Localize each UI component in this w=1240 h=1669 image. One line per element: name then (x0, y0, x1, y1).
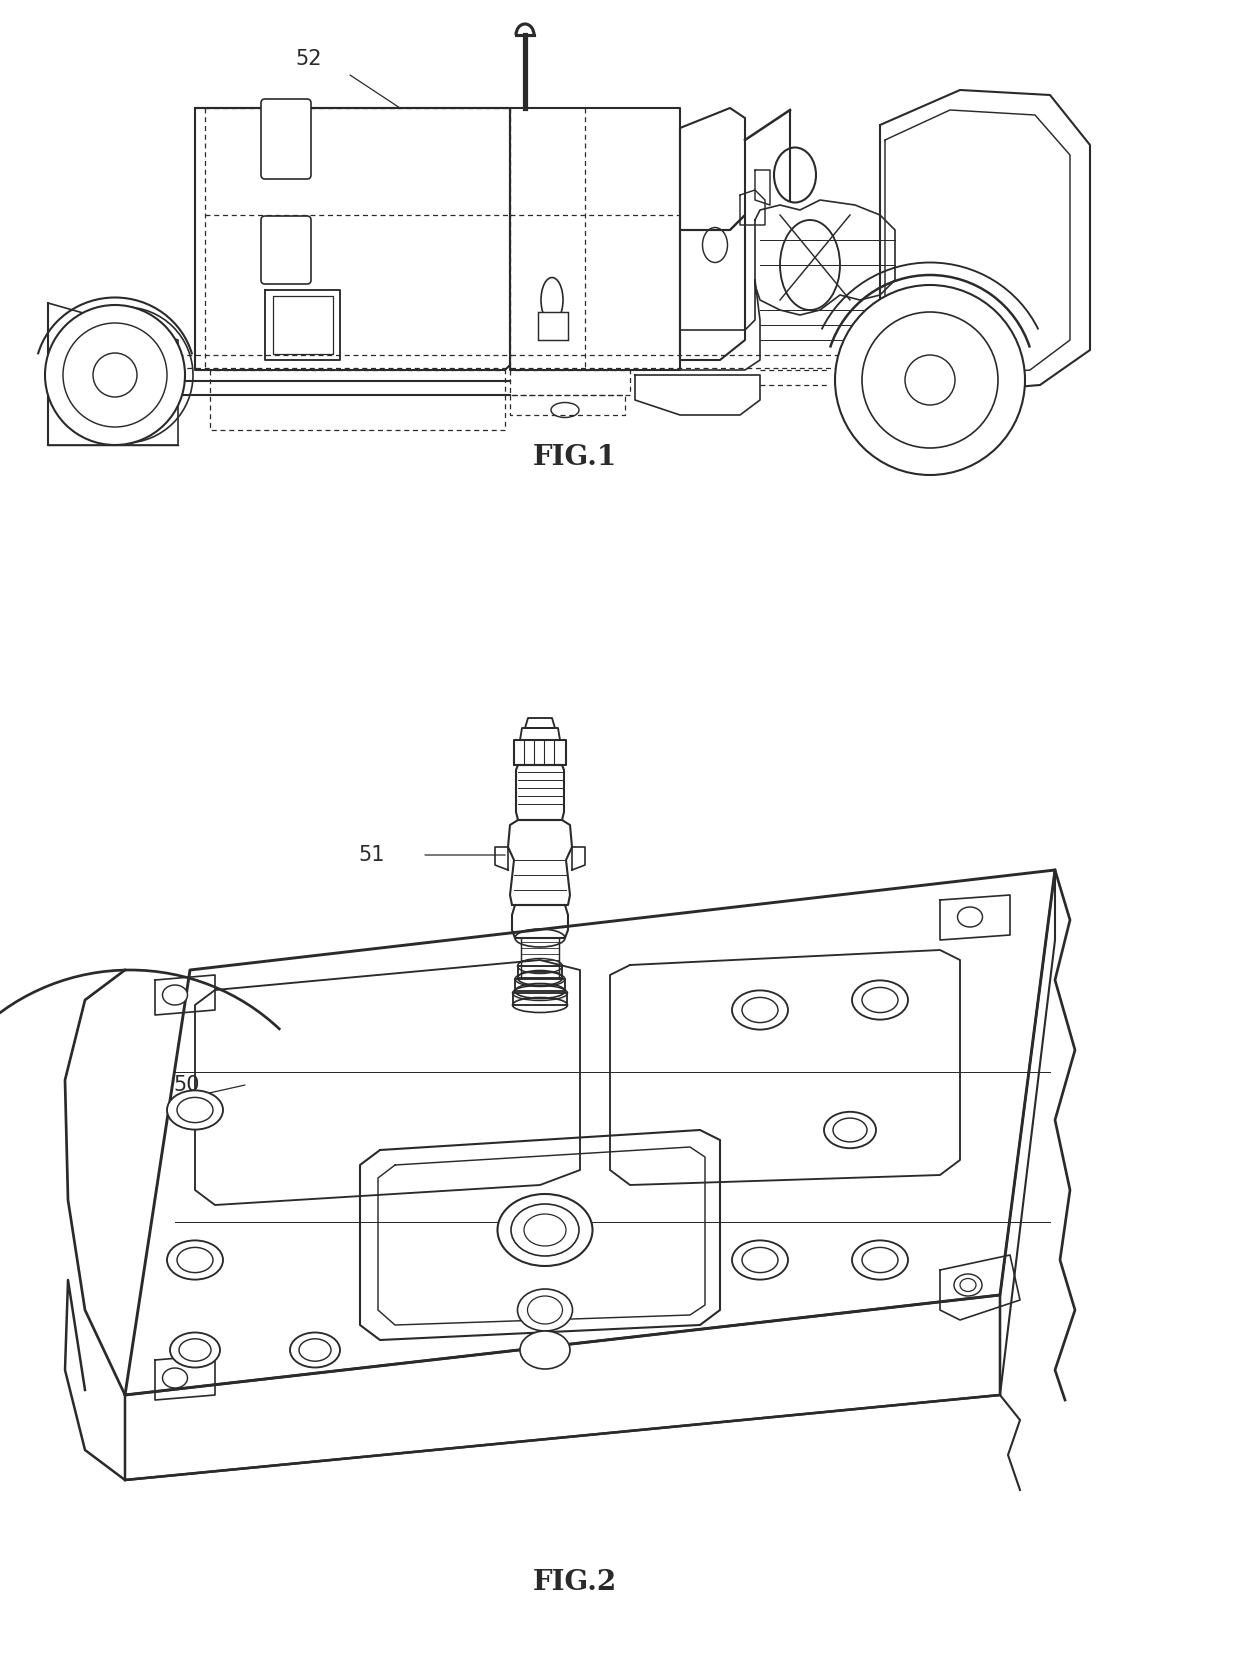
Ellipse shape (732, 990, 787, 1030)
Circle shape (45, 305, 185, 446)
Text: 52: 52 (295, 48, 321, 68)
FancyBboxPatch shape (260, 98, 311, 179)
Ellipse shape (852, 980, 908, 1020)
FancyBboxPatch shape (260, 215, 311, 284)
Text: 50: 50 (174, 1075, 200, 1095)
Text: FIG.1: FIG.1 (533, 444, 618, 471)
Ellipse shape (162, 1369, 187, 1389)
Ellipse shape (520, 1330, 570, 1369)
Ellipse shape (170, 1332, 219, 1367)
Ellipse shape (162, 985, 187, 1005)
Ellipse shape (290, 1332, 340, 1367)
Ellipse shape (732, 1240, 787, 1280)
Ellipse shape (167, 1090, 223, 1130)
Ellipse shape (852, 1240, 908, 1280)
Ellipse shape (954, 1273, 982, 1297)
Text: 51: 51 (358, 845, 384, 865)
Ellipse shape (957, 906, 982, 926)
Ellipse shape (167, 1240, 223, 1280)
Circle shape (57, 307, 193, 442)
Ellipse shape (517, 1288, 573, 1330)
Ellipse shape (497, 1193, 593, 1267)
Text: FIG.2: FIG.2 (533, 1569, 618, 1596)
Bar (538, 312, 568, 340)
Ellipse shape (825, 1112, 875, 1148)
Circle shape (835, 285, 1025, 476)
